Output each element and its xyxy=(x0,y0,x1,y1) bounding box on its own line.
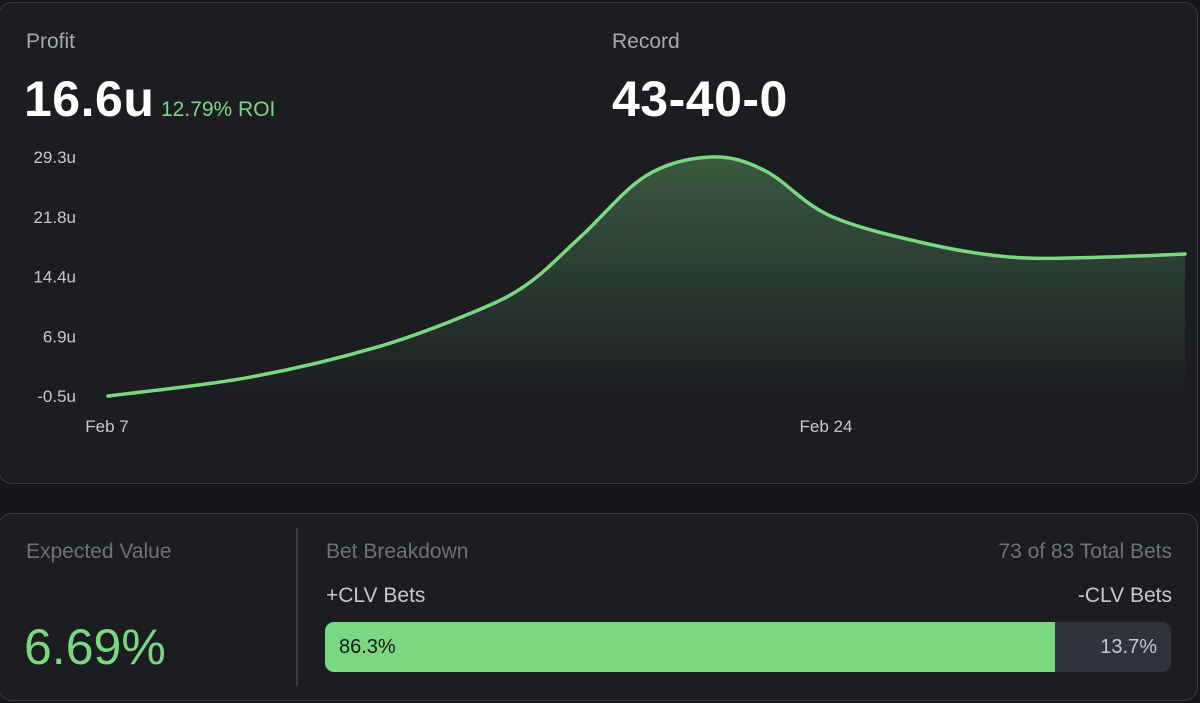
expected-value: 6.69% xyxy=(24,619,166,675)
negative-clv-segment[interactable]: 13.7% xyxy=(1055,622,1171,672)
negative-clv-percent: 13.7% xyxy=(1100,636,1157,658)
record-label: Record xyxy=(612,30,680,53)
bet-breakdown-label: Bet Breakdown xyxy=(326,540,469,563)
clv-breakdown-bar[interactable]: 86.3% 13.7% xyxy=(325,622,1171,672)
y-tick-label: 21.8u xyxy=(33,208,76,227)
y-axis-ticks: 29.3u 21.8u 14.4u 6.9u -0.5u xyxy=(33,148,76,406)
profit-label: Profit xyxy=(26,30,76,53)
roi-value: 12.79% ROI xyxy=(161,98,276,121)
profit-line xyxy=(106,155,1187,398)
y-tick-label: 29.3u xyxy=(33,148,76,167)
section-divider xyxy=(296,528,298,686)
y-tick-label: 14.4u xyxy=(33,268,76,287)
record-value: 43-40-0 xyxy=(612,71,788,127)
x-tick-label: Feb 7 xyxy=(85,417,128,436)
x-axis-ticks: Feb 7 Feb 24 xyxy=(85,417,852,436)
total-bets-text: 73 of 83 Total Bets xyxy=(998,540,1172,563)
expected-value-label: Expected Value xyxy=(26,540,172,563)
y-tick-label: 6.9u xyxy=(43,327,76,346)
profit-area xyxy=(108,156,1185,396)
x-tick-label: Feb 24 xyxy=(800,417,853,436)
profit-value: 16.6u xyxy=(24,71,155,127)
positive-clv-percent: 86.3% xyxy=(339,636,396,658)
positive-clv-label: +CLV Bets xyxy=(326,584,426,607)
negative-clv-label: -CLV Bets xyxy=(1077,584,1172,607)
positive-clv-segment[interactable]: 86.3% xyxy=(325,622,1056,672)
profit-chart[interactable]: 29.3u 21.8u 14.4u 6.9u -0.5u Feb 7 Feb 24 xyxy=(0,130,1200,450)
y-tick-label: -0.5u xyxy=(37,387,76,406)
